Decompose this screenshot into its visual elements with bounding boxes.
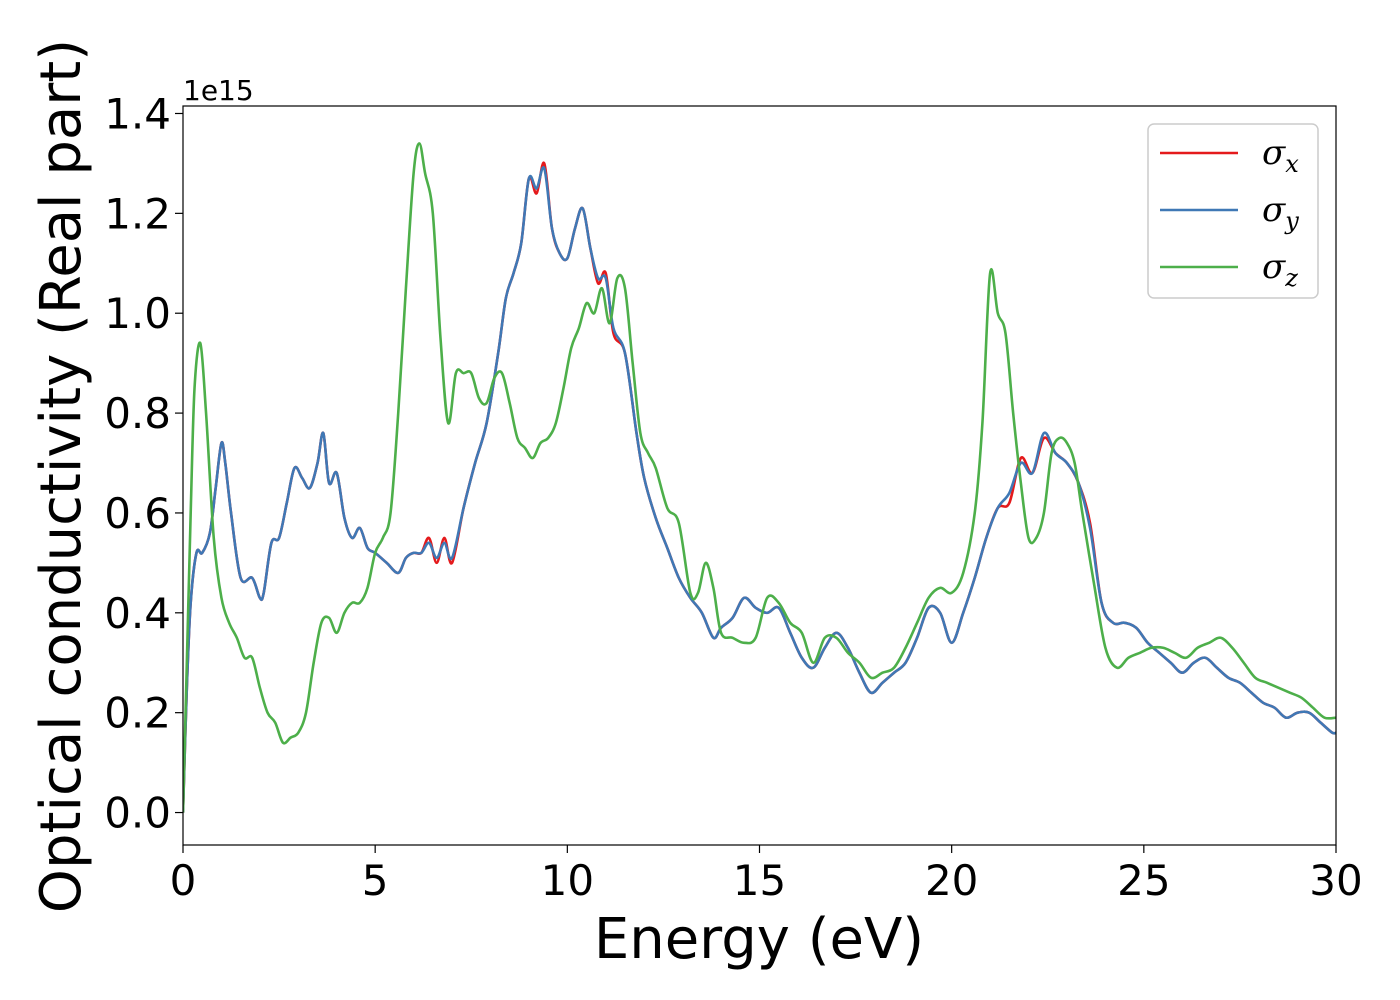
y-tick-label: 1.4 bbox=[104, 89, 171, 138]
y-tick-label: 0.2 bbox=[104, 689, 171, 738]
x-tick-label: 5 bbox=[362, 856, 389, 905]
y-tick-label: 0.4 bbox=[104, 589, 171, 638]
series-line-sigma-y bbox=[183, 165, 1336, 813]
x-tick-label: 0 bbox=[170, 856, 197, 905]
y-axis-ticks: 0.0 0.2 0.4 0.6 0.8 1.0 1.2 1.4 bbox=[104, 89, 183, 838]
y-offset-label: 1e15 bbox=[183, 74, 254, 107]
x-tick-label: 30 bbox=[1309, 856, 1362, 905]
x-tick-label: 15 bbox=[733, 856, 786, 905]
legend-label: σx bbox=[1262, 133, 1299, 178]
series-layer bbox=[183, 142, 1336, 813]
x-axis-ticks: 0 5 10 15 20 25 30 bbox=[170, 845, 1363, 905]
y-tick-label: 0.0 bbox=[104, 789, 171, 838]
x-tick-label: 10 bbox=[541, 856, 594, 905]
legend-subscript: y bbox=[1284, 207, 1299, 235]
legend-symbol: σ bbox=[1262, 190, 1286, 230]
legend-symbol: σ bbox=[1262, 133, 1286, 173]
legend-subscript: x bbox=[1285, 150, 1299, 178]
y-axis-label: Optical conductivity (Real part) bbox=[29, 39, 94, 913]
y-tick-label: 1.0 bbox=[104, 289, 171, 338]
y-tick-label: 1.2 bbox=[104, 189, 171, 238]
legend-symbol: σ bbox=[1262, 247, 1286, 287]
legend-label: σz bbox=[1262, 247, 1298, 292]
y-tick-label: 0.6 bbox=[104, 489, 171, 538]
x-tick-label: 20 bbox=[925, 856, 978, 905]
x-axis-label: Energy (eV) bbox=[594, 907, 924, 972]
series-line-sigma-z bbox=[183, 142, 1336, 813]
legend-label: σy bbox=[1262, 190, 1299, 235]
x-tick-label: 25 bbox=[1117, 856, 1170, 905]
y-tick-label: 0.8 bbox=[104, 389, 171, 438]
legend-subscript: z bbox=[1284, 264, 1298, 292]
